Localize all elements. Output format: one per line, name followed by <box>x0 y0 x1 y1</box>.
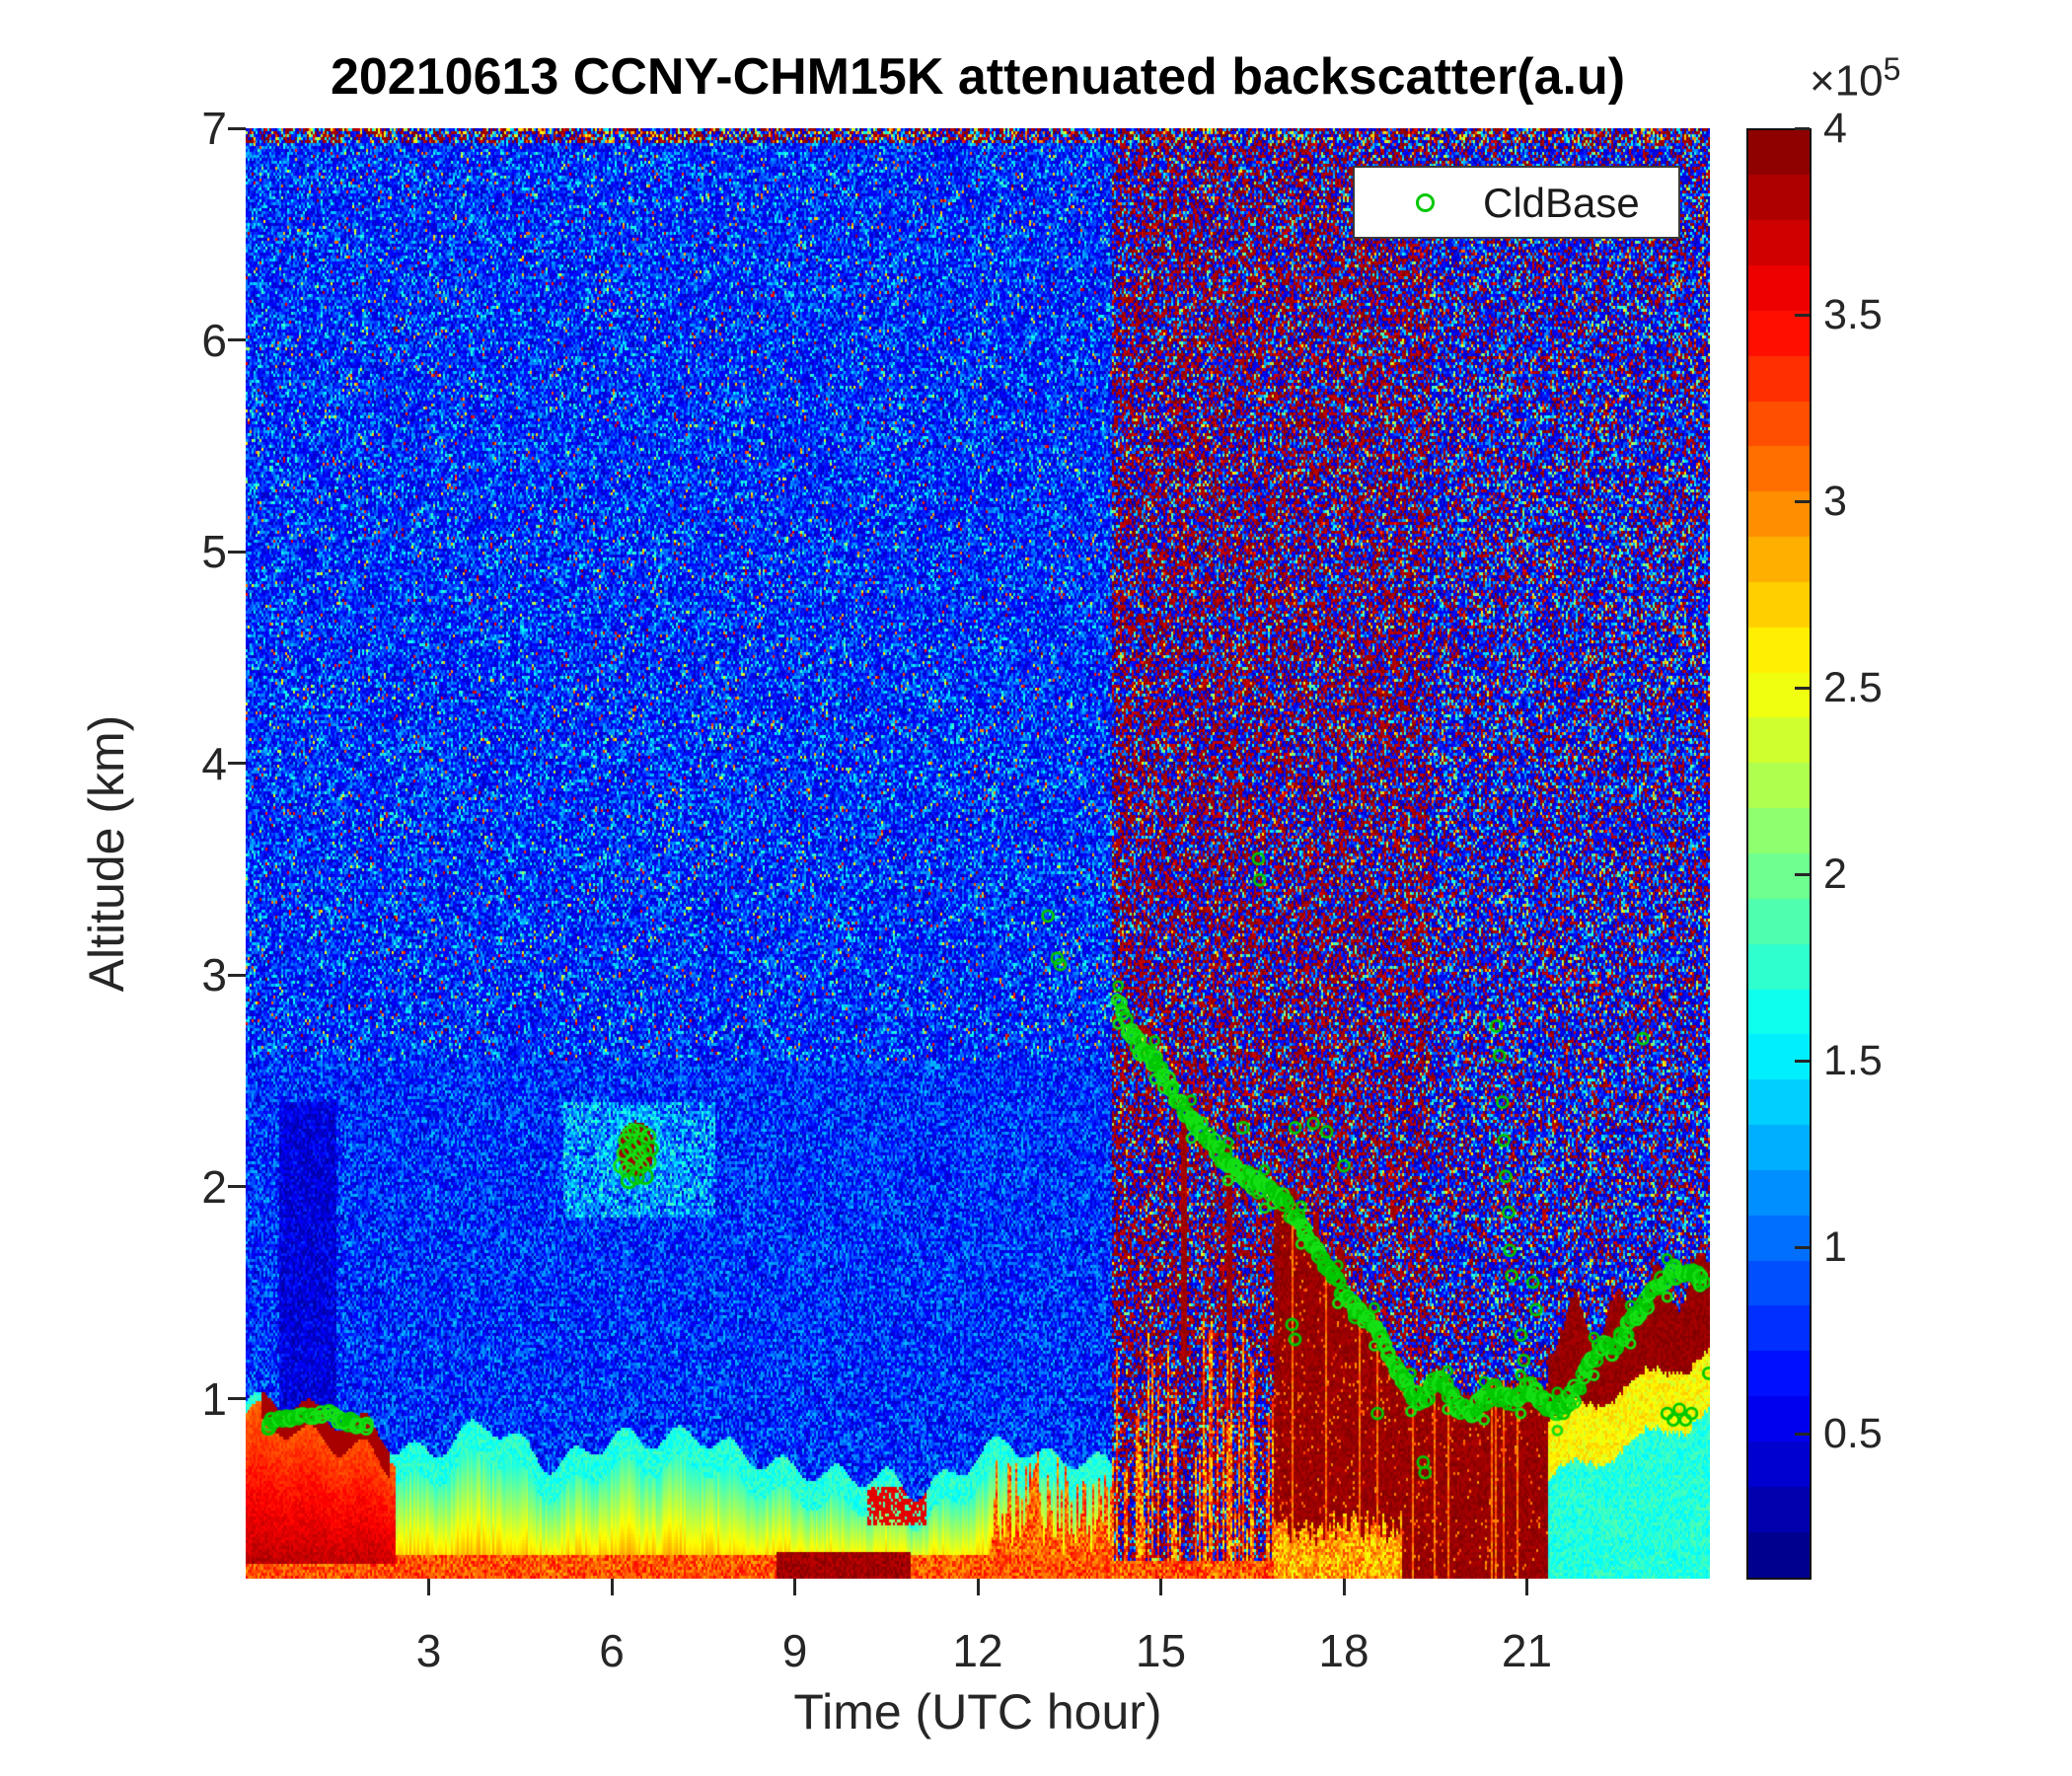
x-axis-tick-label: 3 <box>415 1625 442 1676</box>
y-axis-tick-label: 5 <box>201 526 227 578</box>
x-axis-tick <box>793 1579 796 1595</box>
colorbar-gradient <box>1748 130 1810 1578</box>
legend-marker-circle-icon <box>1416 193 1435 212</box>
colorbar-tick <box>1795 126 1810 130</box>
y-axis-tick <box>228 1397 246 1401</box>
x-axis-label: Time (UTC hour) <box>793 1684 1162 1739</box>
plot-area <box>246 128 1710 1579</box>
x-axis-tick-label: 15 <box>1135 1625 1187 1676</box>
x-axis-tick <box>976 1579 980 1595</box>
colorbar-tick <box>1795 1245 1810 1249</box>
colorbar-tick-label: 1 <box>1823 1223 1847 1272</box>
colorbar-tick <box>1795 499 1810 503</box>
x-axis-tick <box>1159 1579 1162 1595</box>
x-axis-tick-label: 9 <box>781 1625 808 1676</box>
colorbar-tick-label: 1.5 <box>1823 1037 1883 1085</box>
y-axis-tick-label: 6 <box>201 314 227 366</box>
colorbar-tick <box>1795 872 1810 876</box>
x-axis-tick <box>1342 1579 1346 1595</box>
y-axis-tick-label: 4 <box>201 737 227 789</box>
colorbar-tick <box>1795 1059 1810 1063</box>
colorbar-tick <box>1795 686 1810 690</box>
colorbar-tick-label: 0.5 <box>1823 1410 1883 1458</box>
y-axis-tick-label: 7 <box>201 103 227 154</box>
y-axis-tick <box>228 126 246 130</box>
x-axis-tick-label: 6 <box>599 1625 625 1676</box>
chart-title: 20210613 CCNY-CHM15K attenuated backscat… <box>330 48 1626 106</box>
y-axis-tick <box>228 550 246 554</box>
colorbar-tick-label: 2 <box>1823 851 1847 899</box>
colorbar-scale-label: ×105 <box>1810 51 1900 107</box>
x-axis-tick <box>1525 1579 1528 1595</box>
legend: CldBase <box>1353 166 1680 239</box>
y-axis-tick-label: 1 <box>201 1372 227 1425</box>
y-axis-tick <box>228 762 246 766</box>
colorbar-tick-label: 4 <box>1823 105 1847 152</box>
legend-label: CldBase <box>1483 180 1640 226</box>
y-axis-tick-label: 2 <box>201 1160 227 1213</box>
x-axis-tick <box>427 1579 430 1595</box>
y-axis-tick <box>228 1185 246 1189</box>
colorbar <box>1746 128 1812 1580</box>
x-axis-tick-label: 12 <box>952 1625 1003 1676</box>
colorbar-exponent-base: ×10 <box>1810 56 1884 106</box>
x-axis-tick-label: 18 <box>1318 1625 1369 1676</box>
y-axis-tick-label: 3 <box>201 949 227 1001</box>
colorbar-exponent-sup: 5 <box>1883 51 1901 87</box>
colorbar-tick <box>1795 313 1810 317</box>
x-axis-tick <box>610 1579 614 1595</box>
colorbar-tick <box>1795 1432 1810 1436</box>
colorbar-tick-label: 3.5 <box>1823 291 1883 339</box>
y-axis-tick <box>228 338 246 342</box>
colorbar-tick-label: 3 <box>1823 478 1847 526</box>
x-axis-tick-label: 21 <box>1501 1625 1553 1676</box>
colorbar-tick-label: 2.5 <box>1823 664 1883 712</box>
y-axis-tick <box>228 973 246 977</box>
heatmap-canvas <box>246 128 1710 1579</box>
